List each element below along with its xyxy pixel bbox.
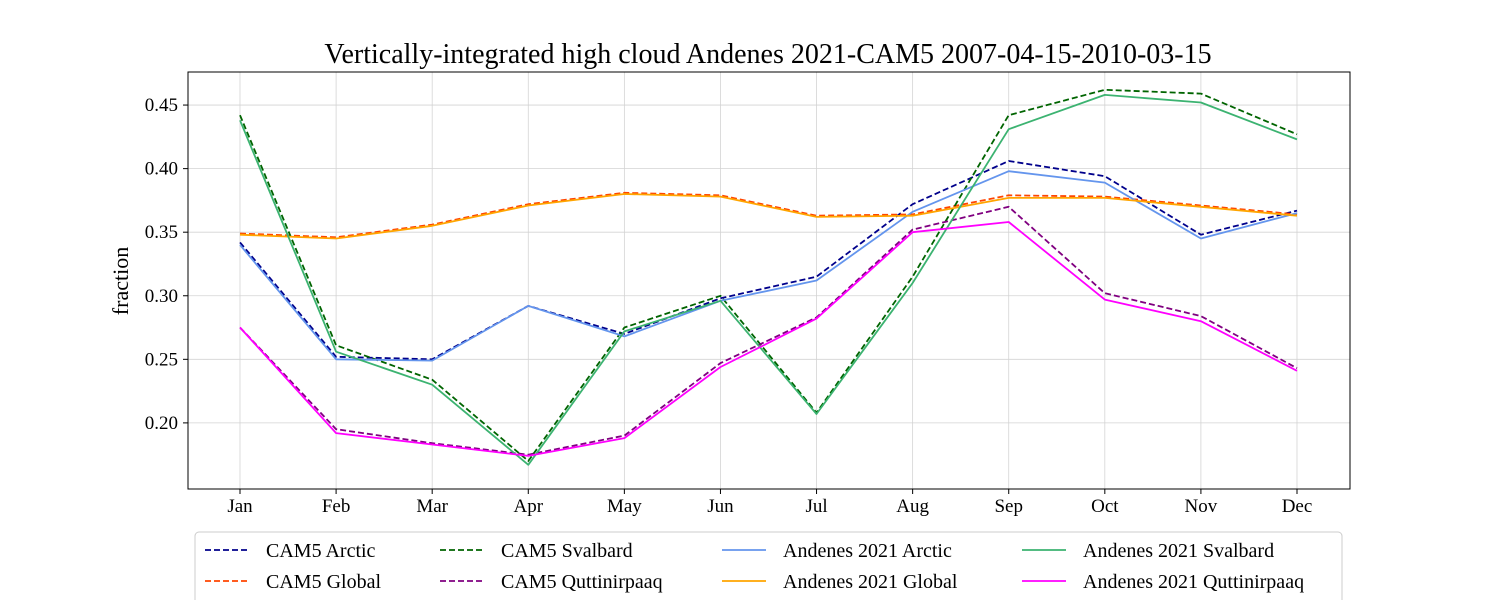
x-tick-label: Aug bbox=[896, 496, 929, 517]
legend-label-cam5-svalbard: CAM5 Svalbard bbox=[501, 540, 633, 562]
x-tick-label: Jan bbox=[227, 496, 253, 517]
y-axis-label: fraction bbox=[108, 247, 133, 315]
series-line-andenes-2021-svalbard bbox=[239, 94, 1298, 466]
legend-label-andenes-2021-quttinirpaaq: Andenes 2021 Quttinirpaaq bbox=[1083, 571, 1304, 593]
x-tick-label: Feb bbox=[322, 496, 351, 517]
legend: CAM5 Arctic CAM5 Global CAM5 Svalbard CAM5 … bbox=[194, 531, 1343, 600]
series-lines bbox=[239, 88, 1298, 466]
x-tick-label: Jul bbox=[805, 496, 827, 517]
y-tick-label: 0.35 bbox=[145, 222, 178, 243]
chart-title: Vertically-integrated high cloud Andenes… bbox=[324, 39, 1211, 70]
y-tick-label: 0.25 bbox=[145, 349, 178, 370]
y-tick-label: 0.40 bbox=[145, 159, 178, 180]
series-line-cam5-svalbard bbox=[239, 88, 1298, 462]
grid-lines bbox=[188, 72, 1350, 489]
x-tick-label: Nov bbox=[1185, 496, 1218, 517]
legend-label-andenes-2021-global: Andenes 2021 Global bbox=[783, 571, 958, 593]
legend-label-cam5-arctic: CAM5 Arctic bbox=[266, 540, 376, 562]
series-line-andenes-2021-quttinirpaaq bbox=[239, 221, 1298, 457]
axis-ticks: Jan Feb Mar Apr May Jun Jul Aug Sep Oct Nov Dec 0.20… bbox=[145, 95, 1313, 517]
y-tick-label: 0.45 bbox=[145, 95, 178, 116]
series-line-cam5-quttinirpaaq bbox=[239, 205, 1298, 456]
legend-label-andenes-2021-arctic: Andenes 2021 Arctic bbox=[783, 540, 952, 562]
legend-label-cam5-global: CAM5 Global bbox=[266, 571, 381, 593]
series-line-cam5-arctic bbox=[239, 160, 1298, 361]
x-tick-label: Jun bbox=[707, 496, 734, 517]
series-line-andenes-2021-global bbox=[239, 193, 1298, 240]
y-tick-label: 0.20 bbox=[145, 413, 178, 434]
legend-box bbox=[194, 531, 1343, 600]
x-tick-label: Sep bbox=[994, 496, 1023, 517]
plot-area-frame bbox=[187, 71, 1351, 490]
series-line-cam5-global bbox=[239, 191, 1298, 239]
series-line-andenes-2021-arctic bbox=[239, 170, 1298, 362]
y-tick-label: 0.30 bbox=[145, 286, 178, 307]
x-tick-label: Apr bbox=[513, 496, 543, 517]
legend-label-andenes-2021-svalbard: Andenes 2021 Svalbard bbox=[1083, 540, 1274, 562]
x-tick-label: Oct bbox=[1091, 496, 1119, 517]
x-tick-label: Mar bbox=[416, 496, 448, 517]
x-tick-label: Dec bbox=[1282, 496, 1313, 517]
x-tick-label: May bbox=[607, 496, 642, 517]
legend-label-cam5-quttinirpaaq: CAM5 Quttinirpaaq bbox=[501, 571, 663, 593]
